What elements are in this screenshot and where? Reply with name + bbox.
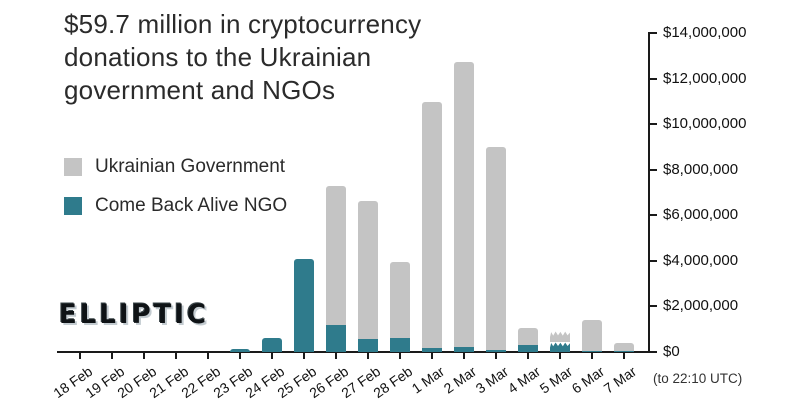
- bar-segment-government: [486, 147, 506, 350]
- bar-segment-government: [454, 62, 474, 347]
- legend-label-ngo: Come Back Alive NGO: [95, 195, 288, 216]
- bar-segment-government: [390, 262, 410, 338]
- bar-segment-ngo: [614, 351, 634, 352]
- legend-label-government: Ukrainian Government: [95, 156, 286, 177]
- y-tick: [650, 77, 657, 80]
- y-label: $4,000,000: [663, 251, 739, 269]
- y-tick: [650, 123, 657, 126]
- y-tick: [650, 214, 657, 217]
- x-tick: [239, 353, 241, 359]
- bar-segment-ngo: [230, 349, 250, 352]
- x-tick: [463, 353, 465, 359]
- y-label: $0: [663, 343, 680, 360]
- bar-segment-ngo: [486, 350, 506, 352]
- bar-segment-ngo: [294, 259, 314, 352]
- y-tick: [650, 351, 657, 353]
- y-tick: [650, 259, 657, 262]
- bar-segment-ngo: [550, 342, 570, 352]
- x-tick: [271, 353, 273, 359]
- legend-swatch-ngo-icon: [64, 197, 82, 215]
- bar-segment-government: [582, 320, 602, 351]
- legend-item-ngo: Come Back Alive NGO: [64, 195, 287, 217]
- bar-segment-ngo: [390, 338, 410, 352]
- x-tick: [527, 353, 529, 359]
- x-tick: [207, 353, 209, 359]
- bar-segment-government: [422, 102, 442, 348]
- bar-segment-ngo: [262, 338, 282, 352]
- bar-segment-ngo: [582, 351, 602, 352]
- bar-segment-government: [326, 186, 346, 325]
- x-tick: [335, 353, 337, 359]
- y-label: $12,000,000: [663, 69, 747, 87]
- x-tick: [623, 353, 625, 359]
- x-tick: [431, 353, 433, 359]
- bar-segment-government: [614, 343, 634, 351]
- bar-segment-ngo: [358, 339, 378, 352]
- x-tick: [303, 353, 305, 359]
- footnote-utc: (to 22:10 UTC): [653, 371, 743, 386]
- x-tick: [79, 353, 81, 359]
- x-tick: [591, 353, 593, 359]
- elliptic-logo: ELLIPTIC: [59, 299, 210, 331]
- legend: Ukrainian Government Come Back Alive NGO: [64, 156, 287, 217]
- legend-item-government: Ukrainian Government: [64, 156, 287, 178]
- legend-swatch-government-icon: [64, 158, 82, 176]
- x-tick: [175, 353, 177, 359]
- y-label: $6,000,000: [663, 206, 739, 224]
- x-tick: [143, 353, 145, 359]
- x-tick: [495, 353, 497, 359]
- y-label: $2,000,000: [663, 297, 739, 315]
- y-tick: [650, 32, 657, 34]
- bar-segment-ngo: [518, 345, 538, 352]
- bar-segment-government: [550, 331, 570, 342]
- x-tick: [559, 353, 561, 359]
- bar-segment-government: [358, 201, 378, 339]
- y-tick: [650, 168, 657, 171]
- y-label: $10,000,000: [663, 115, 747, 133]
- bar-segment-ngo: [454, 347, 474, 352]
- bar-segment-ngo: [422, 348, 442, 352]
- y-label: $14,000,000: [663, 24, 747, 41]
- bar-segment-ngo: [326, 325, 346, 352]
- chart-title: $59.7 million in cryptocurrency donation…: [64, 9, 422, 105]
- y-tick: [650, 305, 657, 308]
- x-tick: [367, 353, 369, 359]
- x-tick: [111, 353, 113, 359]
- x-axis-line: [57, 351, 650, 353]
- y-axis-line: [648, 32, 650, 353]
- x-tick: [399, 353, 401, 359]
- y-label: $8,000,000: [663, 160, 739, 178]
- bar-segment-government: [518, 328, 538, 345]
